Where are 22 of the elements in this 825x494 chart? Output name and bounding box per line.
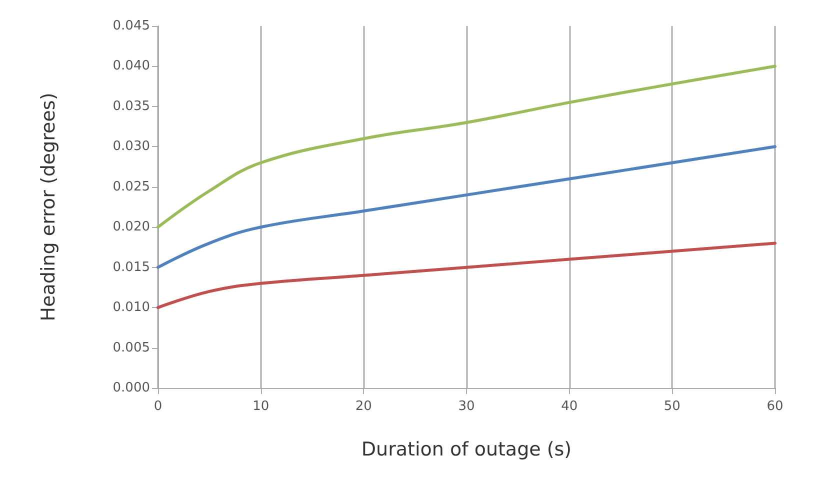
y-tick-label: 0.020: [112, 220, 150, 235]
y-axis-title: Heading error (degrees): [38, 92, 60, 322]
y-tick-label: 0.000: [112, 380, 150, 396]
x-tick-label: 50: [664, 399, 680, 414]
x-tick-label: 40: [561, 399, 578, 414]
y-tick-label: 0.030: [112, 139, 150, 154]
y-tick-label: 0.010: [112, 300, 150, 316]
x-tick-label: 20: [355, 399, 372, 414]
line-series: [156, 242, 776, 310]
y-tick-label: 0.015: [112, 260, 150, 275]
y-tick-label: 0.045: [112, 18, 150, 34]
x-tick-label: 30: [458, 399, 475, 414]
x-tick-label: 10: [252, 399, 270, 414]
line-series: [156, 145, 776, 269]
y-tick-label: 0.005: [112, 340, 150, 356]
y-tick-label: 0.025: [112, 179, 150, 194]
line-series: [156, 64, 776, 229]
y-tick-label: 0.040: [112, 58, 150, 74]
y-tick-label: 0.035: [112, 98, 150, 114]
x-tick-label: 60: [766, 399, 784, 414]
x-tick-label: 0: [154, 399, 162, 414]
x-axis-title: Duration of outage (s): [361, 438, 572, 460]
